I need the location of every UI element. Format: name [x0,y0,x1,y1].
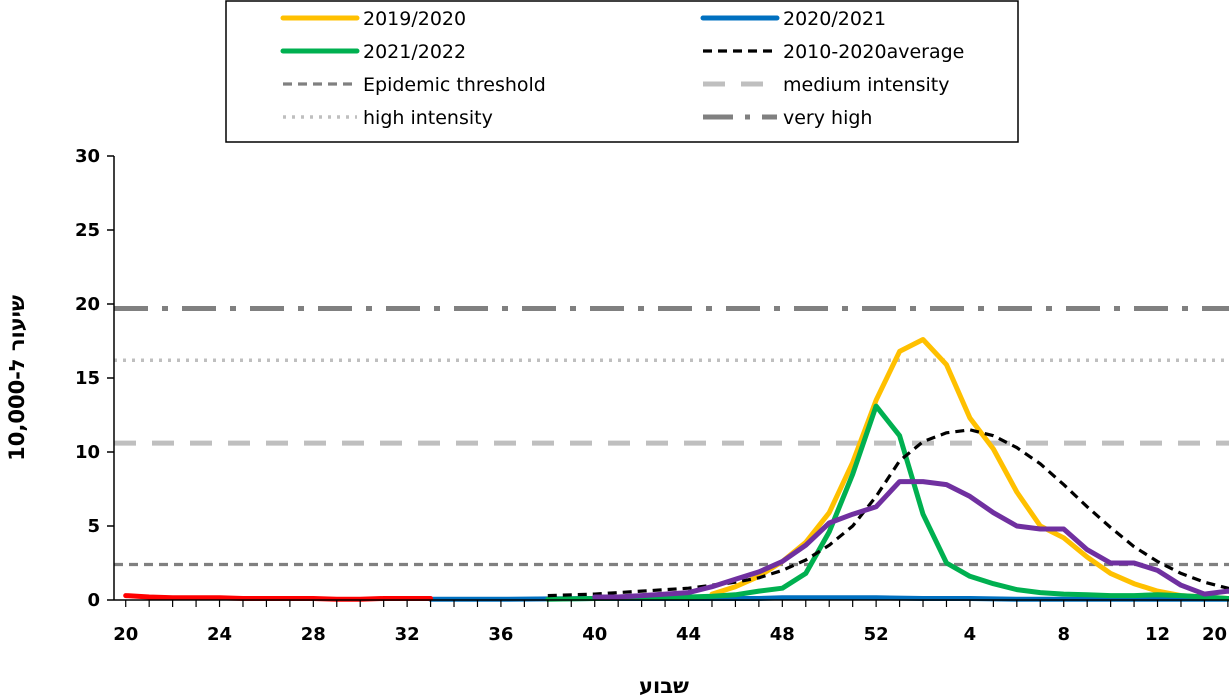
y-tick-label: 20 [75,294,100,315]
x-tick-label: 44 [676,624,701,645]
legend-label-high-intensity: high intensity [363,107,493,129]
x-tick-label: 32 [395,624,420,645]
x-tick-label: 20 [113,624,138,645]
series-line-unlabeled-4 [592,479,1229,600]
legend-label-2010-2020average: 2010-2020average [783,41,964,63]
legend-label-epidemic-threshold: Epidemic threshold [363,74,546,96]
y-tick-label: 10 [75,442,100,463]
legend-label-2019-2020: 2019/2020 [363,8,466,30]
y-tick-label: 15 [75,368,100,389]
axes: 05101520253020242832364044485248121620 [75,146,1229,645]
x-tick-label: 48 [770,624,795,645]
x-tick-label: 40 [582,624,607,645]
legend-label-2021-2022: 2021/2022 [363,41,466,63]
x-tick-label: 36 [488,624,513,645]
x-tick-label: 8 [1057,624,1070,645]
x-axis-title: שבוע [639,674,689,698]
y-tick-label: 0 [87,590,100,611]
y-tick-label: 5 [87,516,100,537]
x-tick-label: 24 [207,624,232,645]
legend-label-medium-intensity: medium intensity [783,74,950,96]
legend-box [225,0,1019,143]
x-tick-label: 4 [964,624,977,645]
series-line-2010-2020average [547,428,1229,598]
series-line-2021-2022 [545,403,1229,602]
legend-label-very-high: very high [783,107,872,129]
series-line-2019-2020 [709,337,1229,601]
y-axis-title: שיעור ל-10,000 [5,295,29,461]
y-tick-label: 30 [75,146,100,167]
threshold-lines [114,305,1229,567]
y-tick-label: 25 [75,220,100,241]
legend-label-2020-2021: 2020/2021 [783,8,886,30]
data-series [123,337,1229,602]
x-tick-label: 12 [1145,624,1170,645]
x-tick-label: 52 [864,624,889,645]
series-line-unlabeled-5 [123,593,434,602]
x-tick-label: 28 [301,624,326,645]
legend: 2019/2020 2020/2021 2021/2022 2010-2020aver… [225,0,1019,143]
x-tick-label: 20 [1202,624,1227,645]
